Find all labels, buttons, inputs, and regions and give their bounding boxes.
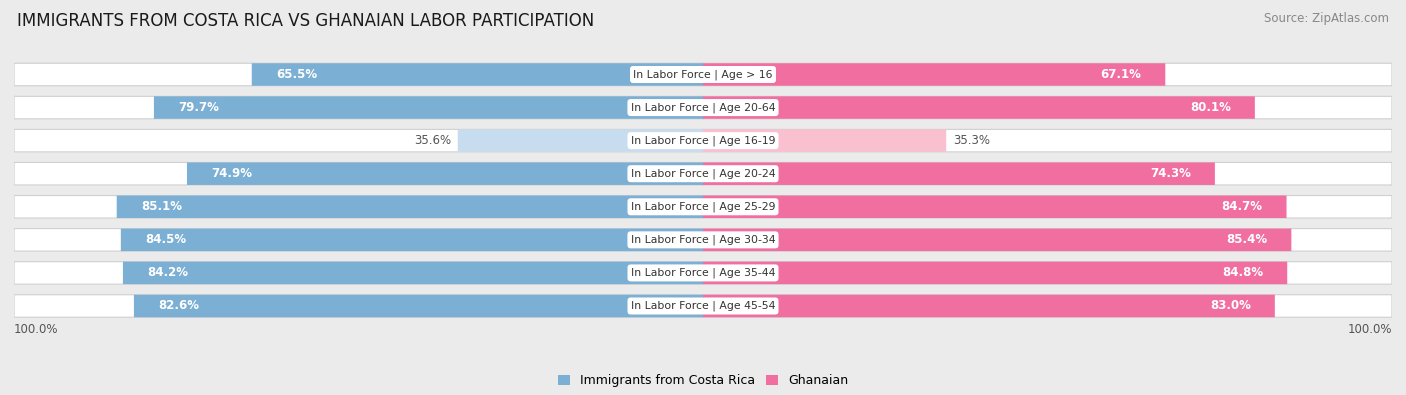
FancyBboxPatch shape	[703, 63, 1166, 86]
FancyBboxPatch shape	[703, 162, 1215, 185]
FancyBboxPatch shape	[14, 162, 703, 185]
FancyBboxPatch shape	[122, 261, 703, 284]
FancyBboxPatch shape	[134, 295, 703, 317]
Text: 79.7%: 79.7%	[179, 101, 219, 114]
FancyBboxPatch shape	[187, 162, 703, 185]
Text: In Labor Force | Age 20-64: In Labor Force | Age 20-64	[631, 102, 775, 113]
FancyBboxPatch shape	[14, 261, 703, 284]
Legend: Immigrants from Costa Rica, Ghanaian: Immigrants from Costa Rica, Ghanaian	[553, 369, 853, 392]
FancyBboxPatch shape	[14, 96, 703, 119]
FancyBboxPatch shape	[703, 229, 1291, 251]
FancyBboxPatch shape	[14, 196, 703, 218]
Text: 100.0%: 100.0%	[1347, 323, 1392, 336]
FancyBboxPatch shape	[121, 229, 703, 251]
FancyBboxPatch shape	[153, 96, 703, 119]
Text: In Labor Force | Age 25-29: In Labor Force | Age 25-29	[631, 201, 775, 212]
Text: 100.0%: 100.0%	[14, 323, 59, 336]
Text: 83.0%: 83.0%	[1209, 299, 1251, 312]
FancyBboxPatch shape	[703, 63, 1392, 86]
FancyBboxPatch shape	[252, 63, 703, 86]
Text: 67.1%: 67.1%	[1101, 68, 1142, 81]
FancyBboxPatch shape	[703, 229, 1392, 251]
FancyBboxPatch shape	[14, 63, 703, 86]
Text: 85.1%: 85.1%	[141, 200, 181, 213]
FancyBboxPatch shape	[117, 196, 703, 218]
FancyBboxPatch shape	[458, 130, 703, 152]
Text: 84.8%: 84.8%	[1222, 266, 1263, 279]
Text: In Labor Force | Age > 16: In Labor Force | Age > 16	[633, 69, 773, 80]
Text: In Labor Force | Age 35-44: In Labor Force | Age 35-44	[631, 268, 775, 278]
FancyBboxPatch shape	[14, 295, 703, 317]
FancyBboxPatch shape	[703, 196, 1392, 218]
Text: In Labor Force | Age 45-54: In Labor Force | Age 45-54	[631, 301, 775, 311]
Text: 85.4%: 85.4%	[1226, 233, 1267, 246]
FancyBboxPatch shape	[703, 295, 1275, 317]
Text: 35.6%: 35.6%	[413, 134, 451, 147]
Text: In Labor Force | Age 20-24: In Labor Force | Age 20-24	[631, 168, 775, 179]
Text: 84.5%: 84.5%	[145, 233, 186, 246]
Text: 65.5%: 65.5%	[276, 68, 316, 81]
Text: 84.7%: 84.7%	[1222, 200, 1263, 213]
Text: 74.9%: 74.9%	[211, 167, 252, 180]
FancyBboxPatch shape	[703, 295, 1392, 317]
Text: In Labor Force | Age 16-19: In Labor Force | Age 16-19	[631, 135, 775, 146]
FancyBboxPatch shape	[14, 229, 703, 251]
Text: In Labor Force | Age 30-34: In Labor Force | Age 30-34	[631, 235, 775, 245]
FancyBboxPatch shape	[703, 96, 1392, 119]
FancyBboxPatch shape	[703, 130, 1392, 152]
FancyBboxPatch shape	[703, 130, 946, 152]
FancyBboxPatch shape	[703, 96, 1254, 119]
Text: 82.6%: 82.6%	[157, 299, 200, 312]
Text: 84.2%: 84.2%	[148, 266, 188, 279]
Text: 35.3%: 35.3%	[953, 134, 990, 147]
FancyBboxPatch shape	[703, 261, 1288, 284]
Text: Source: ZipAtlas.com: Source: ZipAtlas.com	[1264, 12, 1389, 25]
Text: 80.1%: 80.1%	[1189, 101, 1230, 114]
Text: IMMIGRANTS FROM COSTA RICA VS GHANAIAN LABOR PARTICIPATION: IMMIGRANTS FROM COSTA RICA VS GHANAIAN L…	[17, 12, 595, 30]
FancyBboxPatch shape	[703, 261, 1392, 284]
FancyBboxPatch shape	[14, 130, 703, 152]
Text: 74.3%: 74.3%	[1150, 167, 1191, 180]
FancyBboxPatch shape	[703, 162, 1392, 185]
FancyBboxPatch shape	[703, 196, 1286, 218]
